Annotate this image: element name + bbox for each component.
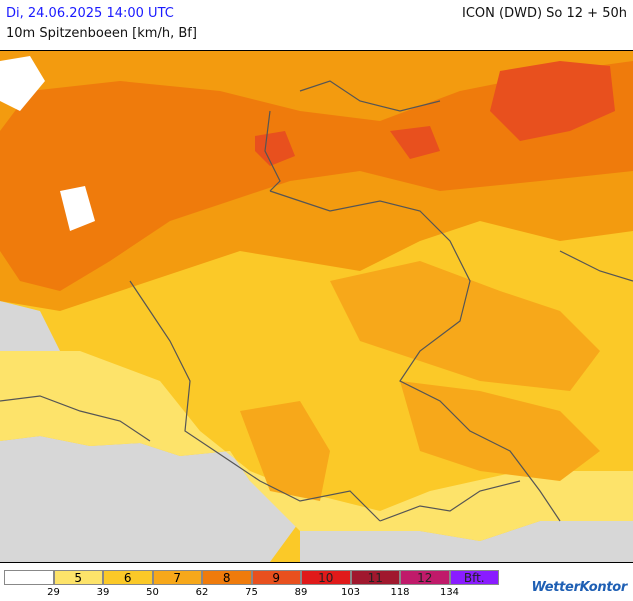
legend-cell: 6 <box>103 570 153 585</box>
legend-tick-label: 39 <box>96 587 110 598</box>
legend-tick-label: 50 <box>146 587 159 598</box>
legend-tick-label: 62 <box>195 587 209 598</box>
wetterkontor-logo: WetterKontor <box>531 580 628 595</box>
legend-ticks: 29 39 50 62 75 89 103 118 134 <box>4 587 504 601</box>
gust-bf8-zone <box>0 61 633 291</box>
legend-tick-label: 29 <box>47 587 60 598</box>
model-run-label: ICON (DWD) So 12 + 50h <box>462 6 627 21</box>
legend-tick-label: 103 <box>340 587 361 598</box>
legend-tick-label: 75 <box>245 587 258 598</box>
calm-patch-uk <box>60 186 95 231</box>
legend-tick-label: 118 <box>390 587 410 598</box>
gust-bf9-baltic <box>390 126 440 159</box>
s-gray-area <box>300 511 633 562</box>
legend-cell <box>4 570 54 585</box>
forecast-datetime: Di, 24.06.2025 14:00 UTC <box>6 6 174 21</box>
legend-cell: 9 <box>251 570 301 585</box>
central-orange-zone <box>330 261 600 391</box>
legend-cell: 5 <box>53 570 103 585</box>
sw-gray-area <box>0 436 300 562</box>
legend-cell: 11 <box>350 570 400 585</box>
legend-cell: 8 <box>202 570 252 585</box>
legend-cell: 7 <box>152 570 202 585</box>
wind-gust-map <box>0 50 633 563</box>
legend-tick-label: 89 <box>294 587 308 598</box>
calm-patch-nw <box>0 56 45 111</box>
gust-bf9-denmark <box>255 131 295 166</box>
gust-legend: 5 6 7 8 9 10 11 12 Bft. <box>4 570 499 586</box>
country-borders <box>0 80 633 522</box>
legend-cell: Bft. <box>449 570 499 585</box>
legend-tick-label: 134 <box>439 587 460 598</box>
bavaria-orange-zone <box>240 401 330 501</box>
czech-orange-zone <box>400 381 600 481</box>
gust-bf9-east <box>490 61 615 141</box>
legend-cell: 10 <box>301 570 351 585</box>
map-canvas <box>0 51 633 562</box>
legend-cell: 12 <box>400 570 450 585</box>
map-subtitle: 10m Spitzenboeen [km/h, Bf] <box>6 26 197 41</box>
south-light-zone <box>0 351 633 541</box>
